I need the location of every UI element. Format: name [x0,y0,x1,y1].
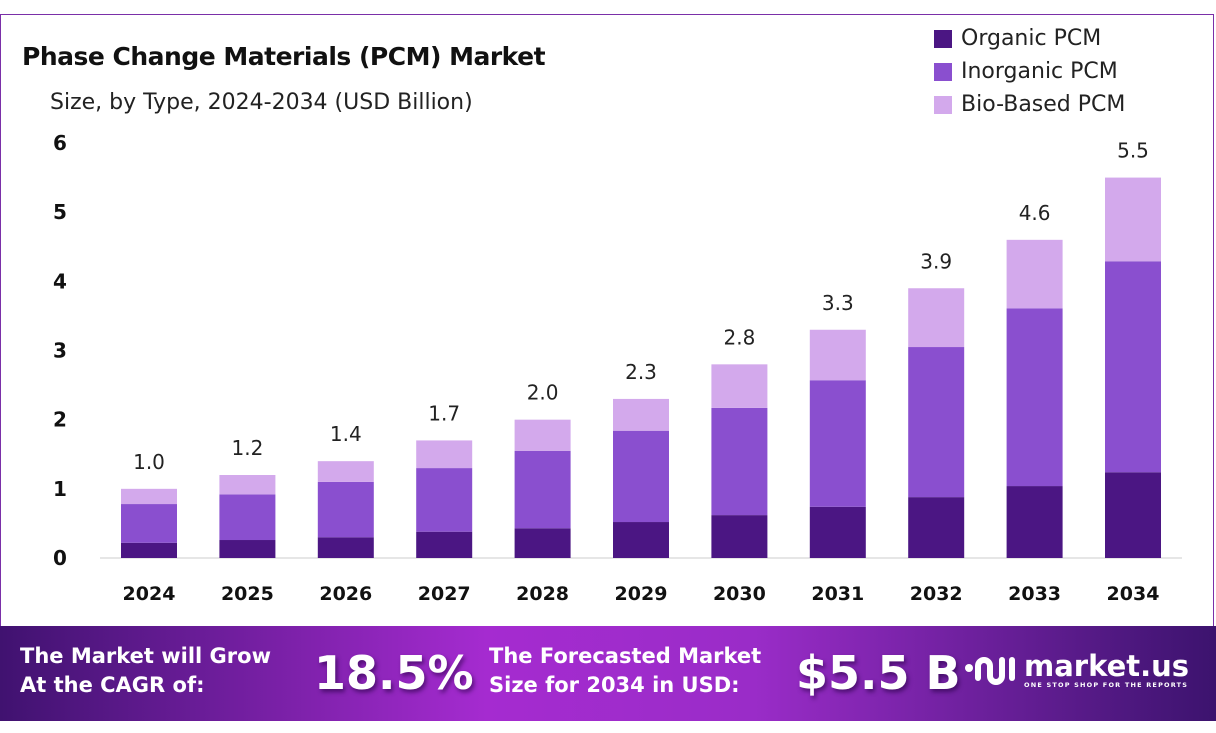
x-tick-label: 2028 [516,583,569,605]
bar-segment-bio-based-pcm [613,398,669,431]
cagr-value: 18.5% [314,646,474,700]
bar-segment-bio-based-pcm [711,364,768,408]
bar-segment-bio-based-pcm [121,488,177,505]
logo-mark-icon [965,657,1015,685]
bar-segment-organic-pcm [219,540,276,558]
y-tick-label: 6 [53,131,67,155]
legend-label: Bio-Based PCM [961,92,1126,117]
forecast-label-line2: Size for 2034 in USD: [489,673,740,697]
bar-segment-organic-pcm [416,531,473,558]
data-label-total: 1.7 [428,401,460,425]
y-tick-label: 5 [53,200,67,224]
legend: Organic PCM Inorganic PCM Bio-Based PCM [934,22,1125,121]
x-tick-label: 2034 [1107,583,1160,605]
logo-text: market.us [1024,649,1190,683]
x-tick-label: 2024 [123,583,176,605]
data-label-total: 4.6 [1019,201,1051,225]
legend-item-organic: Organic PCM [934,22,1125,55]
y-tick-label: 0 [53,546,67,570]
data-label-total: 3.3 [822,291,854,315]
y-tick-label: 4 [53,269,67,293]
bar-segment-inorganic-pcm [1105,261,1161,473]
bar-segment-bio-based-pcm [317,461,374,482]
bar-segment-bio-based-pcm [514,419,571,451]
bar-segment-organic-pcm [514,528,571,558]
data-label-total: 2.0 [527,381,559,405]
data-label-total: 2.3 [625,360,657,384]
data-label-total: 3.9 [920,249,952,273]
data-label-total: 1.2 [231,436,263,460]
cagr-label-line2: At the CAGR of: [20,673,205,697]
data-label-total: 2.8 [723,325,755,349]
bar-segment-organic-pcm [613,522,669,558]
cagr-label: The Market will Grow At the CAGR of: [20,642,271,700]
chart-title: Phase Change Materials (PCM) Market [22,42,546,71]
bar-segment-inorganic-pcm [809,380,866,507]
bar-segment-bio-based-pcm [1105,177,1161,262]
bar-segment-organic-pcm [1006,486,1063,558]
y-tick-label: 1 [53,477,67,501]
market-us-logo: market.us ONE STOP SHOP FOR THE REPORTS [962,650,1189,690]
bar-segment-organic-pcm [1105,472,1161,558]
x-tick-label: 2033 [1008,583,1061,605]
bar-segment-bio-based-pcm [809,329,866,381]
x-tick-label: 2032 [910,583,963,605]
x-tick-label: 2029 [615,583,668,605]
legend-label: Organic PCM [961,26,1102,51]
y-tick-label: 3 [53,339,67,363]
x-tick-label: 2025 [221,583,274,605]
bar-segment-inorganic-pcm [514,450,571,529]
bar-segment-bio-based-pcm [416,440,473,469]
bar-segment-inorganic-pcm [711,407,768,516]
y-tick-label: 2 [53,408,67,432]
summary-banner: The Market will Grow At the CAGR of: 18.… [0,626,1216,721]
bar-segment-inorganic-pcm [613,430,669,523]
x-tick-label: 2027 [418,583,471,605]
bar-segment-bio-based-pcm [1006,239,1063,309]
chart-subtitle: Size, by Type, 2024-2034 (USD Billion) [50,90,473,115]
forecast-value: $5.5 B [796,646,961,700]
bar-segment-bio-based-pcm [908,288,965,348]
chart-frame [0,14,1214,626]
bar-segment-organic-pcm [317,537,374,558]
bar-segment-organic-pcm [809,506,866,558]
bar-segment-inorganic-pcm [1006,308,1063,487]
legend-item-bio-based: Bio-Based PCM [934,88,1125,121]
bar-segment-inorganic-pcm [219,494,276,541]
logo-tagline: ONE STOP SHOP FOR THE REPORTS [1024,681,1189,689]
legend-swatch [934,62,952,81]
data-label-total: 5.5 [1117,139,1149,163]
bar-segment-organic-pcm [908,497,965,558]
x-tick-label: 2031 [811,583,864,605]
bar-segment-inorganic-pcm [121,504,177,543]
data-label-total: 1.0 [133,450,165,474]
data-label-total: 1.4 [330,422,362,446]
legend-item-inorganic: Inorganic PCM [934,55,1125,88]
bar-segment-bio-based-pcm [219,475,276,495]
cagr-label-line1: The Market will Grow [20,644,271,668]
forecast-label: The Forecasted Market Size for 2034 in U… [489,642,761,700]
bar-segment-inorganic-pcm [317,481,374,538]
bar-segment-inorganic-pcm [416,468,473,532]
bar-segment-organic-pcm [121,542,177,558]
bar-segment-inorganic-pcm [908,347,965,498]
x-tick-label: 2026 [319,583,372,605]
forecast-label-line1: The Forecasted Market [489,644,762,668]
bar-segment-organic-pcm [711,515,768,558]
stacked-bar-chart: 0 1 2 3 4 5 6 1.0 2024 1.2 2025 1.4 2026 1.7 2027 2.0 20… [53,131,1182,605]
x-tick-label: 2030 [713,583,766,605]
legend-swatch [934,95,952,114]
legend-label: Inorganic PCM [961,59,1118,84]
legend-swatch [934,29,952,48]
